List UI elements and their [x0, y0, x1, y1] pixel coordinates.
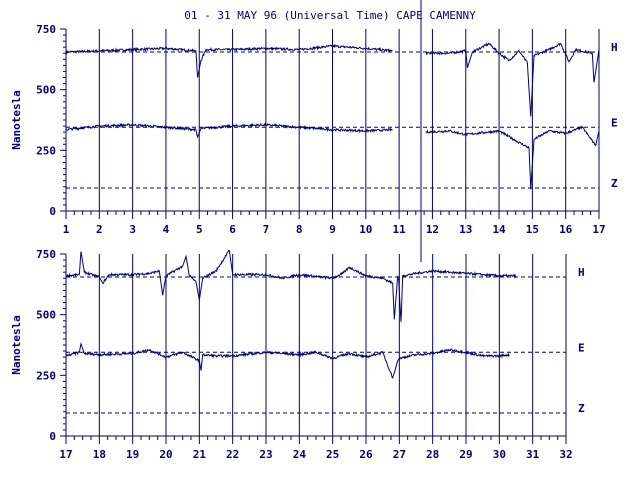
y-axis-label: Nanotesla	[10, 315, 23, 375]
y-axis-label: Nanotesla	[10, 90, 23, 150]
x-tick-label: 3	[129, 223, 136, 236]
x-tick-label: 9	[329, 223, 336, 236]
x-tick-label: 21	[193, 448, 207, 461]
x-tick-label: 19	[126, 448, 139, 461]
x-tick-label: 20	[159, 448, 172, 461]
x-tick-label: 7	[263, 223, 270, 236]
series-label-z: Z	[578, 402, 585, 415]
y-tick-label: 500	[36, 309, 56, 322]
y-tick-label: 0	[49, 205, 56, 218]
x-tick-label: 24	[293, 448, 307, 461]
y-tick-label: 750	[36, 248, 56, 261]
trace-h	[65, 249, 517, 322]
x-tick-label: 30	[493, 448, 506, 461]
x-tick-label: 25	[326, 448, 339, 461]
x-tick-label: 29	[459, 448, 472, 461]
trace-e	[65, 342, 510, 379]
y-tick-label: 0	[49, 430, 56, 443]
x-tick-label: 15	[526, 223, 539, 236]
x-tick-label: 28	[426, 448, 439, 461]
series-label-h: H	[611, 41, 618, 54]
series-label-e: E	[611, 116, 618, 129]
x-tick-label: 27	[393, 448, 406, 461]
series-label-e: E	[578, 341, 585, 354]
x-tick-label: 18	[93, 448, 106, 461]
x-tick-label: 13	[459, 223, 472, 236]
series-label-h: H	[578, 266, 585, 279]
x-tick-label: 11	[393, 223, 407, 236]
x-tick-label: 10	[359, 223, 372, 236]
x-tick-label: 5	[196, 223, 203, 236]
x-tick-label: 8	[296, 223, 303, 236]
chart-title: 01 - 31 MAY 96 (Universal Time) CAPE CAM…	[184, 9, 476, 22]
y-tick-label: 750	[36, 23, 56, 36]
y-tick-label: 250	[36, 369, 56, 382]
trace-h	[65, 42, 600, 117]
x-tick-label: 12	[426, 223, 439, 236]
x-tick-label: 6	[229, 223, 236, 236]
x-tick-label: 32	[559, 448, 572, 461]
x-tick-label: 26	[359, 448, 373, 461]
series-label-z: Z	[611, 177, 618, 190]
x-tick-label: 22	[226, 448, 239, 461]
x-tick-label: 31	[526, 448, 540, 461]
panel-2: 0 250 500 750 17 18 19 20 21 22 23 24 25 26 27 28 29 30 31…	[10, 248, 585, 461]
x-tick-label: 1	[63, 223, 70, 236]
y-tick-label: 500	[36, 84, 56, 97]
x-tick-label: 14	[492, 223, 506, 236]
y-tick-label: 250	[36, 144, 56, 157]
x-tick-label: 17	[59, 448, 72, 461]
x-tick-label: 17	[592, 223, 605, 236]
x-tick-label: 23	[259, 448, 272, 461]
x-tick-label: 16	[559, 223, 573, 236]
x-tick-label: 4	[163, 223, 170, 236]
trace-e	[65, 122, 600, 190]
x-tick-label: 2	[96, 223, 103, 236]
